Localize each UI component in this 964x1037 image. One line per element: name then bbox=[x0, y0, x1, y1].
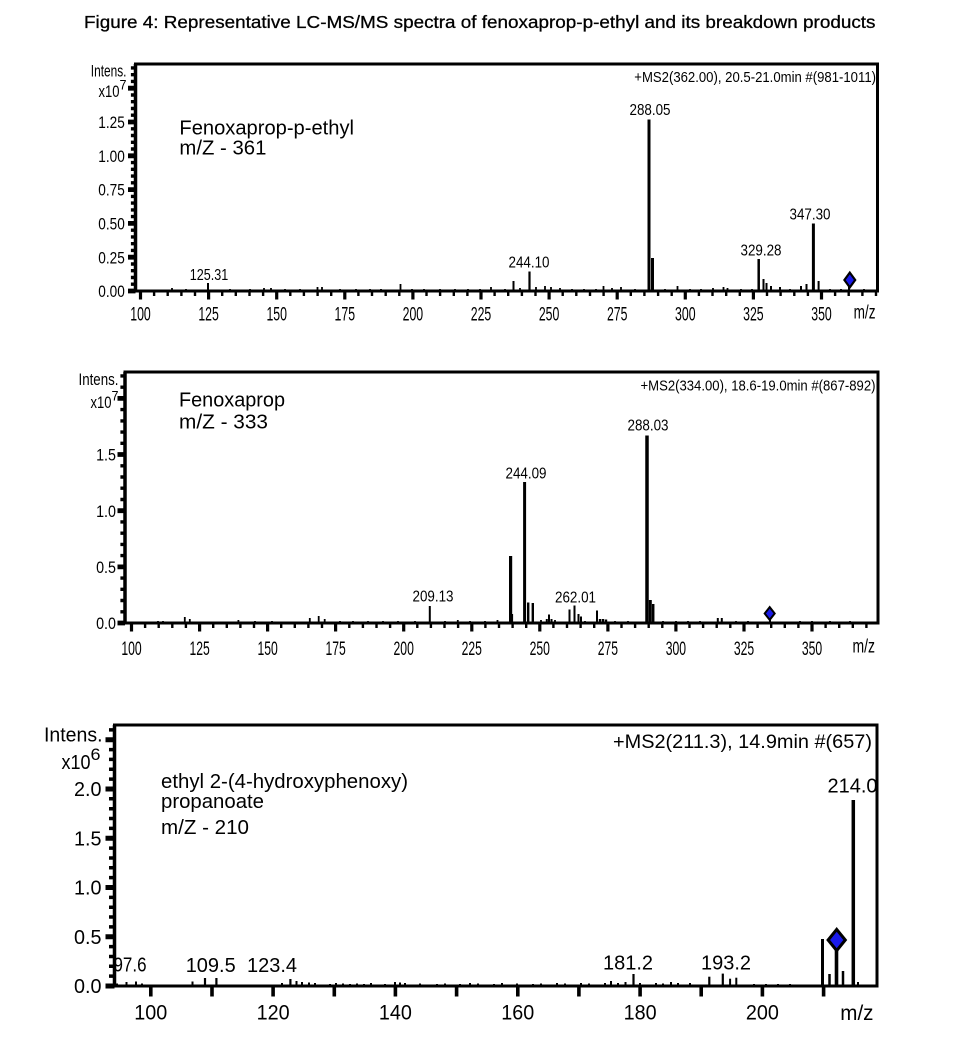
svg-text:288.03: 288.03 bbox=[628, 418, 669, 435]
svg-text:214.0: 214.0 bbox=[828, 776, 878, 798]
svg-text:0.50: 0.50 bbox=[98, 215, 125, 234]
svg-text:Intens.: Intens. bbox=[79, 371, 119, 389]
svg-text:120: 120 bbox=[257, 1001, 290, 1025]
svg-text:300: 300 bbox=[666, 638, 686, 660]
svg-text:97.6: 97.6 bbox=[114, 955, 147, 977]
svg-text:100: 100 bbox=[130, 304, 151, 325]
svg-text:1.0: 1.0 bbox=[74, 878, 102, 900]
svg-text:m/Z - 210: m/Z - 210 bbox=[161, 817, 249, 839]
svg-text:100: 100 bbox=[121, 638, 141, 660]
svg-text:175: 175 bbox=[325, 638, 345, 660]
svg-text:244.10: 244.10 bbox=[509, 255, 550, 272]
svg-text:200: 200 bbox=[394, 638, 414, 660]
svg-text:175: 175 bbox=[335, 304, 356, 325]
svg-text:200: 200 bbox=[403, 304, 424, 325]
svg-text:140: 140 bbox=[379, 1001, 412, 1025]
svg-text:275: 275 bbox=[598, 638, 618, 660]
svg-text:325: 325 bbox=[734, 638, 754, 660]
svg-text:1.0: 1.0 bbox=[96, 502, 116, 521]
svg-text:m/z: m/z bbox=[854, 302, 876, 323]
svg-text:350: 350 bbox=[802, 638, 822, 660]
svg-text:1.25: 1.25 bbox=[98, 113, 125, 132]
svg-text:+MS2(211.3), 14.9min #(657): +MS2(211.3), 14.9min #(657) bbox=[613, 731, 872, 753]
svg-text:209.13: 209.13 bbox=[413, 589, 454, 606]
svg-text:288.05: 288.05 bbox=[630, 102, 671, 119]
svg-text:125.31: 125.31 bbox=[190, 267, 229, 284]
svg-text:275: 275 bbox=[607, 304, 628, 325]
svg-text:6: 6 bbox=[91, 746, 101, 764]
svg-text:200: 200 bbox=[746, 1001, 779, 1025]
svg-text:m/z: m/z bbox=[853, 636, 876, 658]
svg-text:7: 7 bbox=[112, 389, 119, 404]
svg-text:1.00: 1.00 bbox=[98, 147, 125, 166]
svg-text:0.00: 0.00 bbox=[98, 282, 125, 301]
svg-text:181.2: 181.2 bbox=[603, 953, 653, 975]
svg-text:109.5: 109.5 bbox=[186, 955, 236, 977]
svg-text:0.5: 0.5 bbox=[96, 558, 116, 577]
svg-text:225: 225 bbox=[471, 304, 492, 325]
svg-text:250: 250 bbox=[539, 304, 560, 325]
svg-text:2.0: 2.0 bbox=[74, 779, 102, 801]
svg-text:x10: x10 bbox=[99, 83, 120, 101]
svg-text:7: 7 bbox=[120, 78, 127, 93]
svg-text:350: 350 bbox=[811, 304, 832, 325]
svg-text:0.25: 0.25 bbox=[98, 248, 125, 267]
svg-text:0.75: 0.75 bbox=[98, 181, 125, 200]
svg-text:0.5: 0.5 bbox=[74, 927, 102, 949]
svg-text:Fenoxaprop-p-ethyl: Fenoxaprop-p-ethyl bbox=[179, 118, 354, 140]
svg-text:225: 225 bbox=[462, 638, 482, 660]
svg-text:329.28: 329.28 bbox=[741, 243, 782, 260]
svg-text:100: 100 bbox=[134, 1001, 167, 1025]
svg-text:125: 125 bbox=[189, 638, 209, 660]
svg-text:193.2: 193.2 bbox=[701, 953, 751, 975]
svg-text:244.09: 244.09 bbox=[506, 466, 547, 483]
svg-text:160: 160 bbox=[501, 1001, 534, 1025]
svg-text:ethyl 2-(4-hydroxyphenoxy): ethyl 2-(4-hydroxyphenoxy) bbox=[161, 771, 408, 793]
svg-text:150: 150 bbox=[257, 638, 277, 660]
svg-text:m/Z - 333: m/Z - 333 bbox=[179, 412, 268, 434]
svg-text:347.30: 347.30 bbox=[790, 207, 831, 224]
svg-text:x10: x10 bbox=[62, 752, 91, 774]
svg-text:propanoate: propanoate bbox=[161, 791, 264, 813]
svg-text:250: 250 bbox=[530, 638, 550, 660]
svg-text:325: 325 bbox=[743, 304, 764, 325]
svg-text:125: 125 bbox=[198, 304, 219, 325]
svg-text:+MS2(362.00), 20.5-21.0min #(9: +MS2(362.00), 20.5-21.0min #(981-1011) bbox=[634, 70, 876, 86]
svg-text:Fenoxaprop: Fenoxaprop bbox=[179, 390, 285, 412]
svg-text:150: 150 bbox=[266, 304, 287, 325]
svg-text:0.0: 0.0 bbox=[96, 614, 116, 633]
svg-text:123.4: 123.4 bbox=[247, 955, 297, 977]
svg-text:Figure 4: Representative LC-MS: Figure 4: Representative LC-MS/MS spectr… bbox=[84, 12, 876, 32]
svg-text:262.01: 262.01 bbox=[555, 590, 596, 607]
svg-text:1.5: 1.5 bbox=[74, 829, 102, 851]
svg-text:180: 180 bbox=[624, 1001, 657, 1025]
svg-text:300: 300 bbox=[675, 304, 696, 325]
svg-text:m/Z - 361: m/Z - 361 bbox=[179, 138, 266, 160]
svg-text:+MS2(334.00), 18.6-19.0min #(8: +MS2(334.00), 18.6-19.0min #(867-892) bbox=[641, 379, 876, 395]
svg-text:x10: x10 bbox=[91, 394, 112, 412]
svg-text:m/z: m/z bbox=[840, 1001, 873, 1025]
svg-text:1.5: 1.5 bbox=[96, 446, 116, 465]
svg-text:Intens.: Intens. bbox=[91, 63, 127, 81]
svg-text:0.0: 0.0 bbox=[74, 976, 102, 998]
svg-text:Intens.: Intens. bbox=[44, 725, 103, 747]
